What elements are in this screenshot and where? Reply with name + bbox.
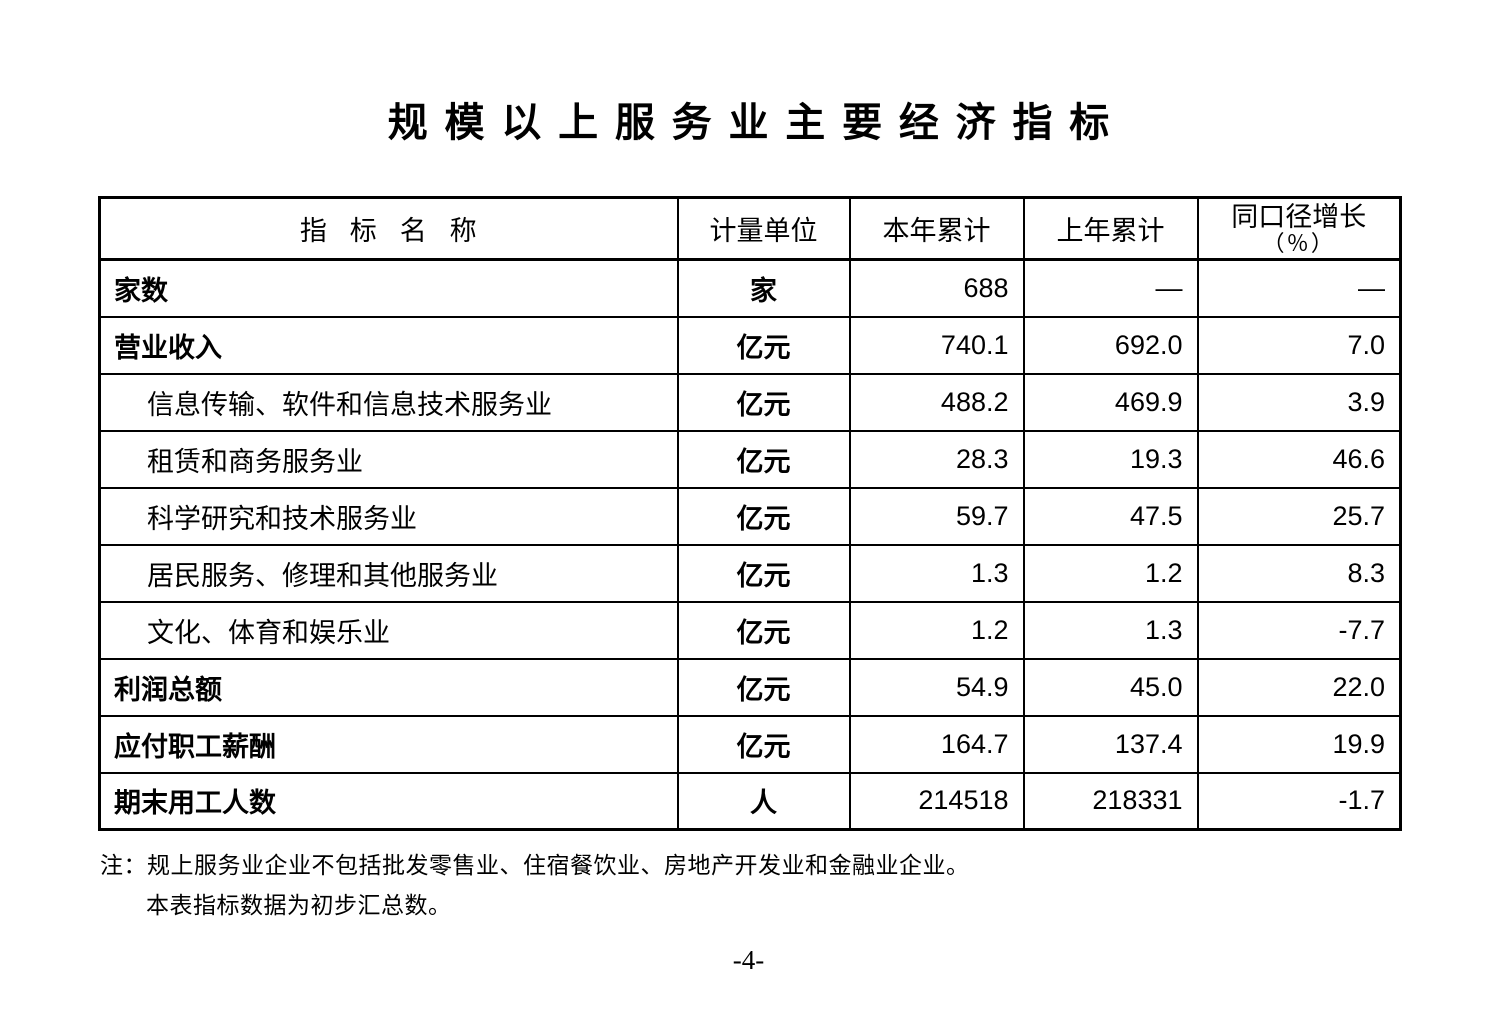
current-year-cell: 28.3 <box>848 429 1025 489</box>
indicator-name-cell: 科学研究和技术服务业 <box>98 486 679 546</box>
column-header-indicator: 指标名称 <box>98 196 679 261</box>
column-header-current-year: 本年累计 <box>848 196 1025 261</box>
table-row: 科学研究和技术服务业 亿元 59.7 47.5 25.7 <box>98 486 1402 546</box>
growth-cell: 25.7 <box>1196 486 1402 546</box>
table-row: 租赁和商务服务业 亿元 28.3 19.3 46.6 <box>98 429 1402 489</box>
current-year-cell: 740.1 <box>848 315 1025 375</box>
current-year-cell: 59.7 <box>848 486 1025 546</box>
table-row: 期末用工人数人 214518 218331 -1.7 <box>98 771 1402 831</box>
growth-cell: 22.0 <box>1196 657 1402 717</box>
previous-year-cell: 1.3 <box>1022 600 1199 660</box>
unit-cell: 亿元 <box>676 543 851 603</box>
current-year-cell: 1.2 <box>848 600 1025 660</box>
table-row: 营业收入 亿元 740.1 692.0 7.0 <box>98 315 1402 375</box>
indicator-name-cell: 营业收入 <box>98 315 679 375</box>
indicator-name-cell: 信息传输、软件和信息技术服务业 <box>98 372 679 432</box>
unit-cell: 亿元 <box>676 372 851 432</box>
indicator-name-cell: 家数 <box>98 258 679 318</box>
column-header-growth-title: 同口径增长 <box>1231 201 1367 232</box>
current-year-cell: 54.9 <box>848 657 1025 717</box>
column-header-growth: 同口径增长 （％） <box>1196 196 1402 261</box>
current-year-cell: 214518 <box>848 771 1025 831</box>
indicator-name-cell: 居民服务、修理和其他服务业 <box>98 543 679 603</box>
current-year-cell: 688 <box>848 258 1025 318</box>
previous-year-cell: 47.5 <box>1022 486 1199 546</box>
table-row: 应付职工薪酬 亿元 164.7 137.4 19.9 <box>98 714 1402 774</box>
indicator-name-cell: 文化、体育和娱乐业 <box>98 600 679 660</box>
growth-cell: 3.9 <box>1196 372 1402 432</box>
current-year-cell: 488.2 <box>848 372 1025 432</box>
table-row: 家数家 688— — <box>98 258 1402 318</box>
previous-year-cell: 45.0 <box>1022 657 1199 717</box>
table-row: 信息传输、软件和信息技术服务业 亿元 488.2 469.9 3.9 <box>98 372 1402 432</box>
growth-cell: -1.7 <box>1196 771 1402 831</box>
previous-year-cell: 469.9 <box>1022 372 1199 432</box>
table-header-row: 指标名称 计量单位 本年累计 上年累计 同口径增长 （％） <box>98 196 1402 261</box>
previous-year-cell: — <box>1022 258 1199 318</box>
unit-cell: 亿元 <box>676 315 851 375</box>
page-number: -4- <box>732 945 765 975</box>
table-row: 利润总额 亿元 54.9 45.0 22.0 <box>98 657 1402 717</box>
growth-cell: 46.6 <box>1196 429 1402 489</box>
unit-cell: 亿元 <box>676 486 851 546</box>
table-notes: 注：规上服务业企业不包括批发零售业、住宿餐饮业、房地产开发业和金融业企业。 本表… <box>100 851 1497 921</box>
unit-cell: 人 <box>676 771 851 831</box>
column-header-previous-year: 上年累计 <box>1022 196 1199 261</box>
unit-cell: 亿元 <box>676 429 851 489</box>
indicator-name-cell: 利润总额 <box>98 657 679 717</box>
unit-cell: 亿元 <box>676 714 851 774</box>
previous-year-cell: 218331 <box>1022 771 1199 831</box>
growth-cell: 8.3 <box>1196 543 1402 603</box>
column-header-unit: 计量单位 <box>676 196 851 261</box>
current-year-cell: 164.7 <box>848 714 1025 774</box>
indicator-name-cell: 租赁和商务服务业 <box>98 429 679 489</box>
indicators-table: 指标名称 计量单位 本年累计 上年累计 同口径增长 （％） 家数家 688— — 营业… <box>98 196 1402 831</box>
previous-year-cell: 692.0 <box>1022 315 1199 375</box>
page-title: 规模以上服务业主要经济指标 <box>387 100 1127 145</box>
growth-cell: 7.0 <box>1196 315 1402 375</box>
indicator-name-cell: 期末用工人数 <box>98 771 679 831</box>
unit-cell: 家 <box>676 258 851 318</box>
note-line-1: 注：规上服务业企业不包括批发零售业、住宿餐饮业、房地产开发业和金融业企业。 <box>100 853 970 878</box>
growth-cell: 19.9 <box>1196 714 1402 774</box>
growth-cell: -7.7 <box>1196 600 1402 660</box>
previous-year-cell: 19.3 <box>1022 429 1199 489</box>
previous-year-cell: 137.4 <box>1022 714 1199 774</box>
table-row: 文化、体育和娱乐业 亿元 1.2 1.3 -7.7 <box>98 600 1402 660</box>
table-row: 居民服务、修理和其他服务业 亿元 1.3 1.2 8.3 <box>98 543 1402 603</box>
current-year-cell: 1.3 <box>848 543 1025 603</box>
previous-year-cell: 1.2 <box>1022 543 1199 603</box>
indicator-name-cell: 应付职工薪酬 <box>98 714 679 774</box>
column-header-growth-unit: （％） <box>1262 230 1336 256</box>
unit-cell: 亿元 <box>676 657 851 717</box>
unit-cell: 亿元 <box>676 600 851 660</box>
note-line-2: 本表指标数据为初步汇总数。 <box>146 893 452 918</box>
growth-cell: — <box>1196 258 1402 318</box>
